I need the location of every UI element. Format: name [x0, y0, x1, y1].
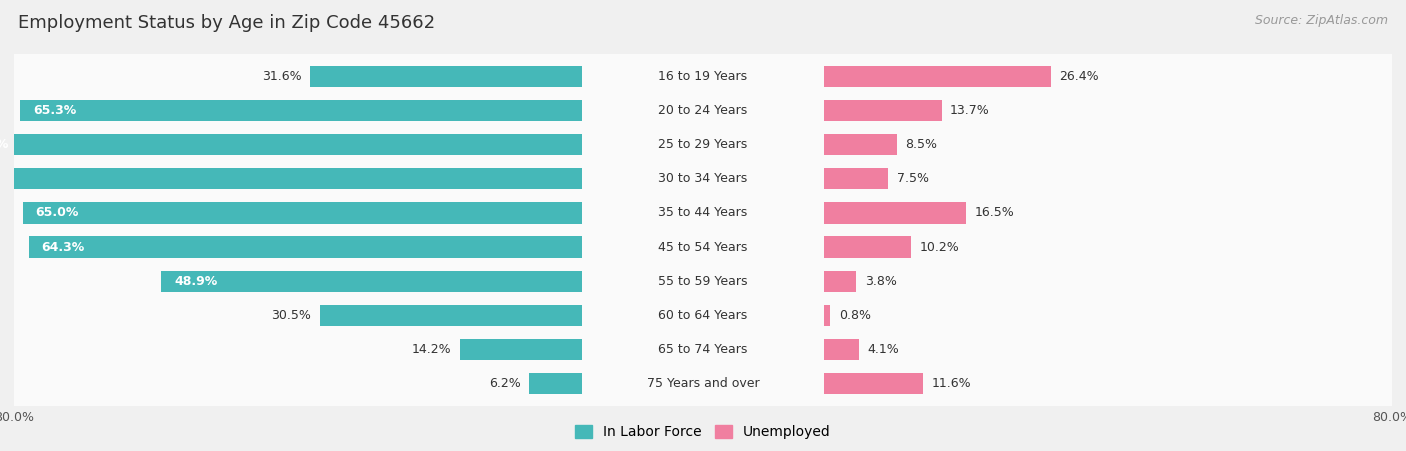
Text: 48.9%: 48.9% — [174, 275, 218, 288]
Bar — [28, 236, 582, 258]
Bar — [824, 305, 831, 326]
Bar — [0, 134, 582, 155]
Bar — [319, 305, 582, 326]
Text: 65.0%: 65.0% — [35, 207, 79, 220]
FancyBboxPatch shape — [13, 351, 1393, 416]
Text: 55 to 59 Years: 55 to 59 Years — [658, 275, 748, 288]
FancyBboxPatch shape — [13, 180, 1393, 245]
Bar — [824, 100, 942, 121]
Bar — [824, 134, 897, 155]
Text: Source: ZipAtlas.com: Source: ZipAtlas.com — [1254, 14, 1388, 27]
FancyBboxPatch shape — [13, 179, 1393, 246]
Bar — [311, 66, 582, 87]
FancyBboxPatch shape — [13, 282, 1393, 349]
FancyBboxPatch shape — [13, 248, 1393, 315]
Text: 73.2%: 73.2% — [0, 138, 8, 151]
Bar — [529, 373, 582, 394]
Text: 60 to 64 Years: 60 to 64 Years — [658, 309, 748, 322]
Text: 0.8%: 0.8% — [839, 309, 872, 322]
Text: 75 Years and over: 75 Years and over — [647, 377, 759, 390]
FancyBboxPatch shape — [13, 249, 1393, 314]
Text: 30.5%: 30.5% — [271, 309, 311, 322]
FancyBboxPatch shape — [13, 214, 1393, 281]
Bar — [22, 202, 582, 224]
Text: 4.1%: 4.1% — [868, 343, 900, 356]
Legend: In Labor Force, Unemployed: In Labor Force, Unemployed — [569, 419, 837, 445]
FancyBboxPatch shape — [13, 77, 1393, 144]
Bar — [824, 168, 889, 189]
Text: 65.3%: 65.3% — [32, 104, 76, 117]
Bar — [824, 66, 1050, 87]
Text: Employment Status by Age in Zip Code 45662: Employment Status by Age in Zip Code 456… — [18, 14, 436, 32]
FancyBboxPatch shape — [13, 316, 1393, 383]
Bar — [824, 202, 966, 224]
Text: 64.3%: 64.3% — [42, 240, 84, 253]
Text: 31.6%: 31.6% — [262, 70, 302, 83]
Text: 20 to 24 Years: 20 to 24 Years — [658, 104, 748, 117]
Text: 16 to 19 Years: 16 to 19 Years — [658, 70, 748, 83]
FancyBboxPatch shape — [13, 317, 1393, 382]
FancyBboxPatch shape — [13, 43, 1393, 110]
Text: 8.5%: 8.5% — [905, 138, 938, 151]
Bar — [460, 339, 582, 360]
Text: 35 to 44 Years: 35 to 44 Years — [658, 207, 748, 220]
FancyBboxPatch shape — [13, 145, 1393, 212]
FancyBboxPatch shape — [13, 111, 1393, 178]
Text: 30 to 34 Years: 30 to 34 Years — [658, 172, 748, 185]
Bar — [824, 373, 924, 394]
Bar — [824, 339, 859, 360]
Text: 11.6%: 11.6% — [932, 377, 972, 390]
Text: 7.5%: 7.5% — [897, 172, 929, 185]
FancyBboxPatch shape — [13, 44, 1393, 109]
Text: 26.4%: 26.4% — [1060, 70, 1099, 83]
Text: 13.7%: 13.7% — [950, 104, 990, 117]
FancyBboxPatch shape — [13, 215, 1393, 280]
Text: 45 to 54 Years: 45 to 54 Years — [658, 240, 748, 253]
Text: 14.2%: 14.2% — [412, 343, 451, 356]
FancyBboxPatch shape — [13, 283, 1393, 348]
Text: 16.5%: 16.5% — [974, 207, 1014, 220]
FancyBboxPatch shape — [13, 350, 1393, 417]
Bar — [0, 168, 582, 189]
Bar — [162, 271, 582, 292]
Bar — [824, 271, 856, 292]
FancyBboxPatch shape — [13, 146, 1393, 211]
Text: 3.8%: 3.8% — [865, 275, 897, 288]
FancyBboxPatch shape — [13, 112, 1393, 177]
Bar — [20, 100, 582, 121]
Bar — [824, 236, 911, 258]
Text: 6.2%: 6.2% — [489, 377, 520, 390]
Text: 65 to 74 Years: 65 to 74 Years — [658, 343, 748, 356]
Text: 25 to 29 Years: 25 to 29 Years — [658, 138, 748, 151]
FancyBboxPatch shape — [13, 78, 1393, 143]
Text: 10.2%: 10.2% — [920, 240, 960, 253]
